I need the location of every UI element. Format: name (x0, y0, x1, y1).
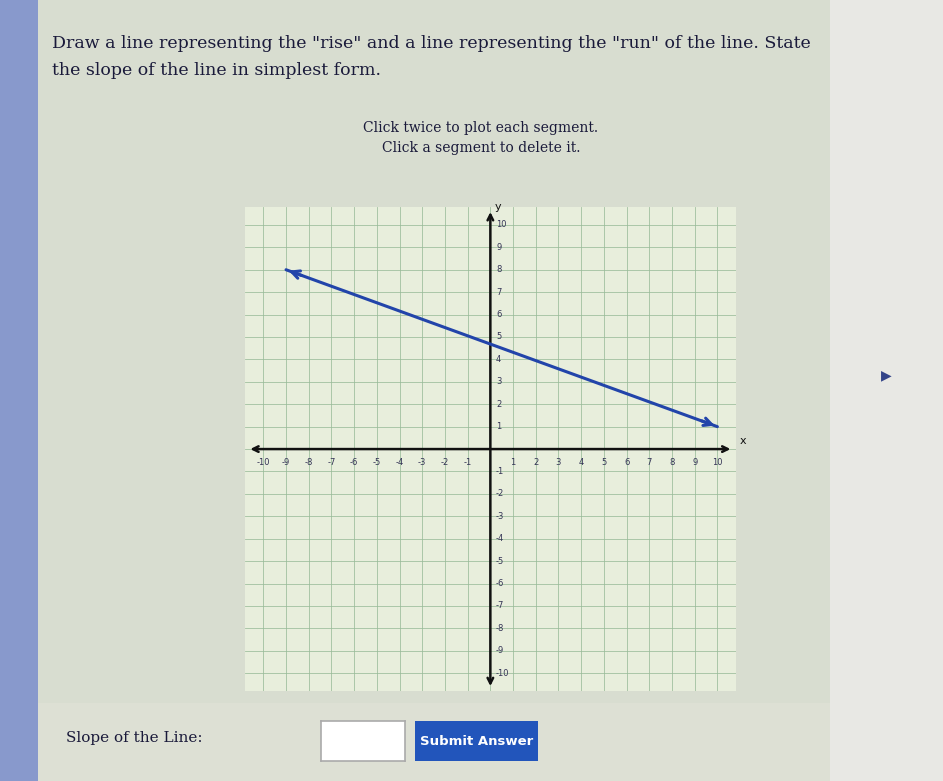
Text: ▶: ▶ (881, 368, 892, 382)
Text: -9: -9 (496, 647, 505, 655)
Text: Slope of the Line:: Slope of the Line: (66, 731, 203, 745)
Text: 10: 10 (496, 220, 506, 230)
Text: 7: 7 (496, 287, 502, 297)
Text: 6: 6 (624, 458, 629, 467)
Text: 1: 1 (510, 458, 516, 467)
Text: -10: -10 (496, 669, 509, 678)
Text: the slope of the line in simplest form.: the slope of the line in simplest form. (52, 62, 381, 80)
Text: 4: 4 (579, 458, 584, 467)
Text: -2: -2 (496, 490, 505, 498)
Text: -4: -4 (395, 458, 404, 467)
Text: 1: 1 (496, 423, 502, 431)
Text: Click twice to plot each segment.: Click twice to plot each segment. (363, 121, 599, 135)
Text: -10: -10 (256, 458, 270, 467)
Text: -7: -7 (327, 458, 336, 467)
Text: 4: 4 (496, 355, 502, 364)
Text: 3: 3 (496, 377, 502, 387)
Text: Click a segment to delete it.: Click a segment to delete it. (382, 141, 580, 155)
Text: -4: -4 (496, 534, 505, 544)
Text: 8: 8 (670, 458, 674, 467)
Text: 7: 7 (647, 458, 652, 467)
Text: 2: 2 (496, 400, 502, 408)
Text: -2: -2 (440, 458, 449, 467)
Text: -9: -9 (282, 458, 290, 467)
Text: -3: -3 (496, 512, 505, 521)
Text: 9: 9 (692, 458, 697, 467)
Text: -5: -5 (496, 557, 505, 565)
Text: 5: 5 (602, 458, 606, 467)
Text: -1: -1 (464, 458, 472, 467)
Text: 8: 8 (496, 266, 502, 274)
Text: -6: -6 (350, 458, 358, 467)
Text: -3: -3 (418, 458, 426, 467)
Text: 5: 5 (496, 333, 502, 341)
Text: -8: -8 (496, 624, 505, 633)
Text: 9: 9 (496, 243, 502, 251)
Text: -1: -1 (496, 467, 505, 476)
Text: -8: -8 (305, 458, 313, 467)
Text: y: y (495, 202, 502, 212)
Text: -6: -6 (496, 579, 505, 588)
Text: Submit Answer: Submit Answer (420, 735, 533, 747)
Text: 10: 10 (712, 458, 722, 467)
Text: 6: 6 (496, 310, 502, 319)
Text: -5: -5 (372, 458, 381, 467)
Text: -7: -7 (496, 601, 505, 611)
Text: 2: 2 (533, 458, 538, 467)
Text: Draw a line representing the "rise" and a line representing the "run" of the lin: Draw a line representing the "rise" and … (52, 35, 811, 52)
Text: 3: 3 (555, 458, 561, 467)
Text: x: x (740, 436, 747, 446)
